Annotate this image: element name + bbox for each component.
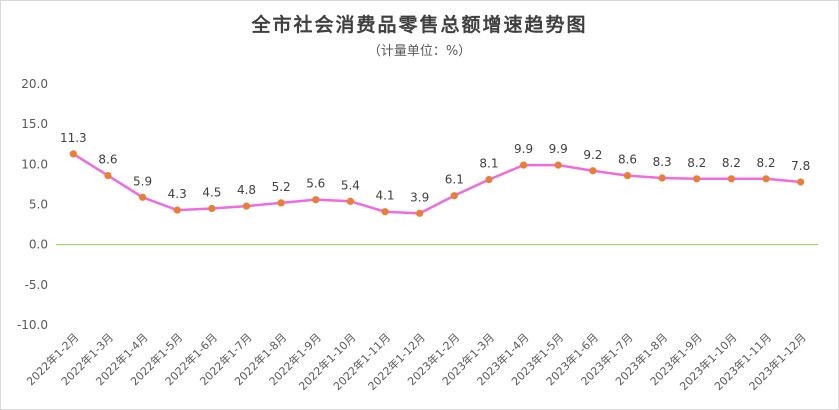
y-tick-label: -10.0 [17, 318, 48, 332]
data-point [69, 150, 77, 158]
data-label: 9.9 [549, 142, 568, 156]
data-label: 8.6 [98, 153, 117, 167]
data-point [346, 197, 355, 205]
chart-title: 全市社会消费品零售总额增速趋势图 [251, 14, 588, 36]
y-tick-label: 20.0 [21, 77, 48, 91]
data-label: 5.6 [306, 177, 325, 191]
data-point [312, 196, 320, 204]
data-label: 4.3 [168, 187, 187, 201]
data-points [69, 150, 805, 217]
data-point [277, 199, 285, 207]
data-label: 8.2 [687, 156, 706, 170]
data-label: 8.2 [756, 156, 775, 170]
x-axis: 2022年1-2月2022年1-3月2022年1-4月2022年1-5月2022… [23, 330, 808, 393]
data-point [450, 192, 458, 200]
data-label: 8.1 [479, 157, 498, 171]
data-point [589, 167, 597, 175]
data-point [104, 171, 112, 180]
series-polyline [72, 152, 801, 215]
data-point [485, 175, 493, 184]
data-label: 5.4 [341, 178, 360, 192]
data-point [623, 171, 632, 180]
data-label: 8.6 [618, 153, 637, 167]
data-point [727, 175, 736, 183]
data-label: 5.9 [133, 174, 152, 188]
data-label: 6.1 [445, 173, 464, 187]
data-label: 7.8 [791, 159, 810, 173]
series-line [72, 152, 801, 215]
data-point [519, 161, 528, 169]
data-point [693, 175, 701, 183]
data-point [138, 193, 147, 201]
y-tick-label: 10.0 [21, 157, 48, 171]
y-tick-label: 15.0 [21, 117, 48, 131]
data-point [554, 161, 562, 169]
data-labels: 11.3 8.6 5.9 4.3 4.5 4.8 5.2 5.6 5.4 4.1 3.9 6.1 8.1… [60, 131, 810, 204]
data-point [242, 202, 251, 210]
data-point [208, 204, 216, 213]
data-label: 5.2 [272, 180, 291, 194]
data-label: 8.3 [653, 155, 672, 169]
data-label: 4.5 [202, 186, 221, 200]
data-point [416, 209, 424, 217]
data-label: 11.3 [60, 131, 87, 145]
data-point [797, 178, 805, 186]
data-label: 3.9 [410, 190, 429, 204]
data-label: 9.2 [583, 148, 602, 162]
data-label: 4.8 [237, 183, 256, 197]
y-tick-label: 5.0 [29, 198, 48, 212]
data-point [658, 174, 666, 182]
y-axis: 20.0 15.0 10.0 5.0 0.0 -5.0 -10.0 [17, 77, 48, 332]
y-tick-label: 0.0 [29, 238, 48, 252]
data-point [762, 175, 770, 183]
data-point [173, 206, 181, 214]
chart-subtitle: （计量单位：%） [367, 44, 472, 59]
y-tick-label: -5.0 [25, 278, 48, 292]
data-label: 4.1 [375, 189, 394, 203]
data-label: 9.9 [514, 142, 533, 156]
data-point [381, 208, 389, 216]
data-label: 8.2 [722, 156, 741, 170]
